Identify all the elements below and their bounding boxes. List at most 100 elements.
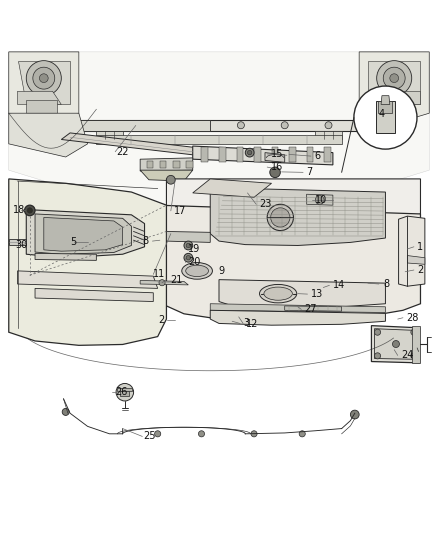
Text: 25: 25 <box>144 431 156 441</box>
Circle shape <box>106 122 113 129</box>
Ellipse shape <box>182 263 212 279</box>
Polygon shape <box>201 147 208 162</box>
Circle shape <box>392 341 399 348</box>
Polygon shape <box>368 61 420 104</box>
Circle shape <box>411 353 417 359</box>
Text: 9: 9 <box>218 266 224 276</box>
Polygon shape <box>173 160 180 168</box>
Polygon shape <box>9 52 429 209</box>
Text: 20: 20 <box>188 257 201 267</box>
Circle shape <box>245 148 254 157</box>
Polygon shape <box>18 91 61 104</box>
Text: 8: 8 <box>143 236 149 246</box>
Circle shape <box>247 150 252 155</box>
Circle shape <box>26 61 61 96</box>
Circle shape <box>194 122 201 129</box>
Circle shape <box>237 122 244 129</box>
Polygon shape <box>9 113 88 157</box>
Polygon shape <box>26 100 57 113</box>
Polygon shape <box>374 329 417 359</box>
Ellipse shape <box>186 265 208 277</box>
Polygon shape <box>26 209 145 258</box>
Circle shape <box>159 280 165 286</box>
Polygon shape <box>237 147 243 162</box>
Text: 8: 8 <box>383 279 389 289</box>
Circle shape <box>374 329 381 335</box>
Circle shape <box>281 122 288 129</box>
Circle shape <box>325 122 332 129</box>
Polygon shape <box>147 160 153 168</box>
Text: 4: 4 <box>379 109 385 119</box>
Text: 3: 3 <box>243 318 249 328</box>
Text: 15: 15 <box>271 149 283 159</box>
Circle shape <box>271 208 290 227</box>
Circle shape <box>184 241 193 250</box>
Circle shape <box>354 86 417 149</box>
Circle shape <box>267 204 293 231</box>
Text: 10: 10 <box>315 195 328 205</box>
Polygon shape <box>378 101 392 113</box>
Polygon shape <box>9 239 26 246</box>
Polygon shape <box>166 231 210 243</box>
Ellipse shape <box>259 285 297 303</box>
Polygon shape <box>61 133 201 155</box>
Text: 5: 5 <box>70 237 76 247</box>
Text: 17: 17 <box>174 206 187 216</box>
Text: 24: 24 <box>401 350 413 360</box>
Polygon shape <box>359 52 429 126</box>
Polygon shape <box>210 188 385 246</box>
Circle shape <box>270 167 280 177</box>
Text: 14: 14 <box>333 280 345 290</box>
Polygon shape <box>35 214 131 254</box>
Text: 19: 19 <box>188 244 201 254</box>
Circle shape <box>377 61 412 96</box>
Polygon shape <box>307 194 333 205</box>
Circle shape <box>251 431 257 437</box>
Polygon shape <box>140 280 188 285</box>
Polygon shape <box>18 61 70 104</box>
Polygon shape <box>9 52 79 126</box>
Circle shape <box>350 410 359 419</box>
Text: 13: 13 <box>311 289 323 299</box>
Text: 30: 30 <box>15 240 28 251</box>
Text: 21: 21 <box>170 274 182 285</box>
Circle shape <box>33 67 55 89</box>
Circle shape <box>186 255 191 260</box>
Polygon shape <box>186 160 193 168</box>
Circle shape <box>186 243 191 248</box>
Polygon shape <box>376 101 395 133</box>
Polygon shape <box>44 217 123 251</box>
Polygon shape <box>399 216 425 286</box>
Polygon shape <box>140 158 193 171</box>
Circle shape <box>184 253 193 262</box>
Text: 18: 18 <box>13 205 25 215</box>
Polygon shape <box>79 120 210 131</box>
Circle shape <box>315 196 324 204</box>
Text: 7: 7 <box>306 167 312 177</box>
Circle shape <box>27 208 32 213</box>
Polygon shape <box>371 326 420 363</box>
Polygon shape <box>219 147 226 162</box>
Circle shape <box>374 353 381 359</box>
Circle shape <box>198 431 205 437</box>
Polygon shape <box>9 179 166 345</box>
Circle shape <box>39 74 48 83</box>
Polygon shape <box>193 146 333 165</box>
Polygon shape <box>407 255 425 264</box>
Polygon shape <box>210 304 385 312</box>
Polygon shape <box>412 326 420 363</box>
Circle shape <box>390 74 399 83</box>
Polygon shape <box>96 135 342 144</box>
Polygon shape <box>219 280 385 309</box>
Text: 2: 2 <box>417 265 423 275</box>
Polygon shape <box>117 388 132 391</box>
Text: 2: 2 <box>158 315 164 325</box>
Polygon shape <box>272 147 278 162</box>
Polygon shape <box>35 253 96 260</box>
Circle shape <box>166 175 175 184</box>
Polygon shape <box>193 179 272 197</box>
Polygon shape <box>377 91 420 104</box>
Polygon shape <box>140 170 193 181</box>
Text: 12: 12 <box>246 319 258 329</box>
Text: 23: 23 <box>259 199 272 209</box>
